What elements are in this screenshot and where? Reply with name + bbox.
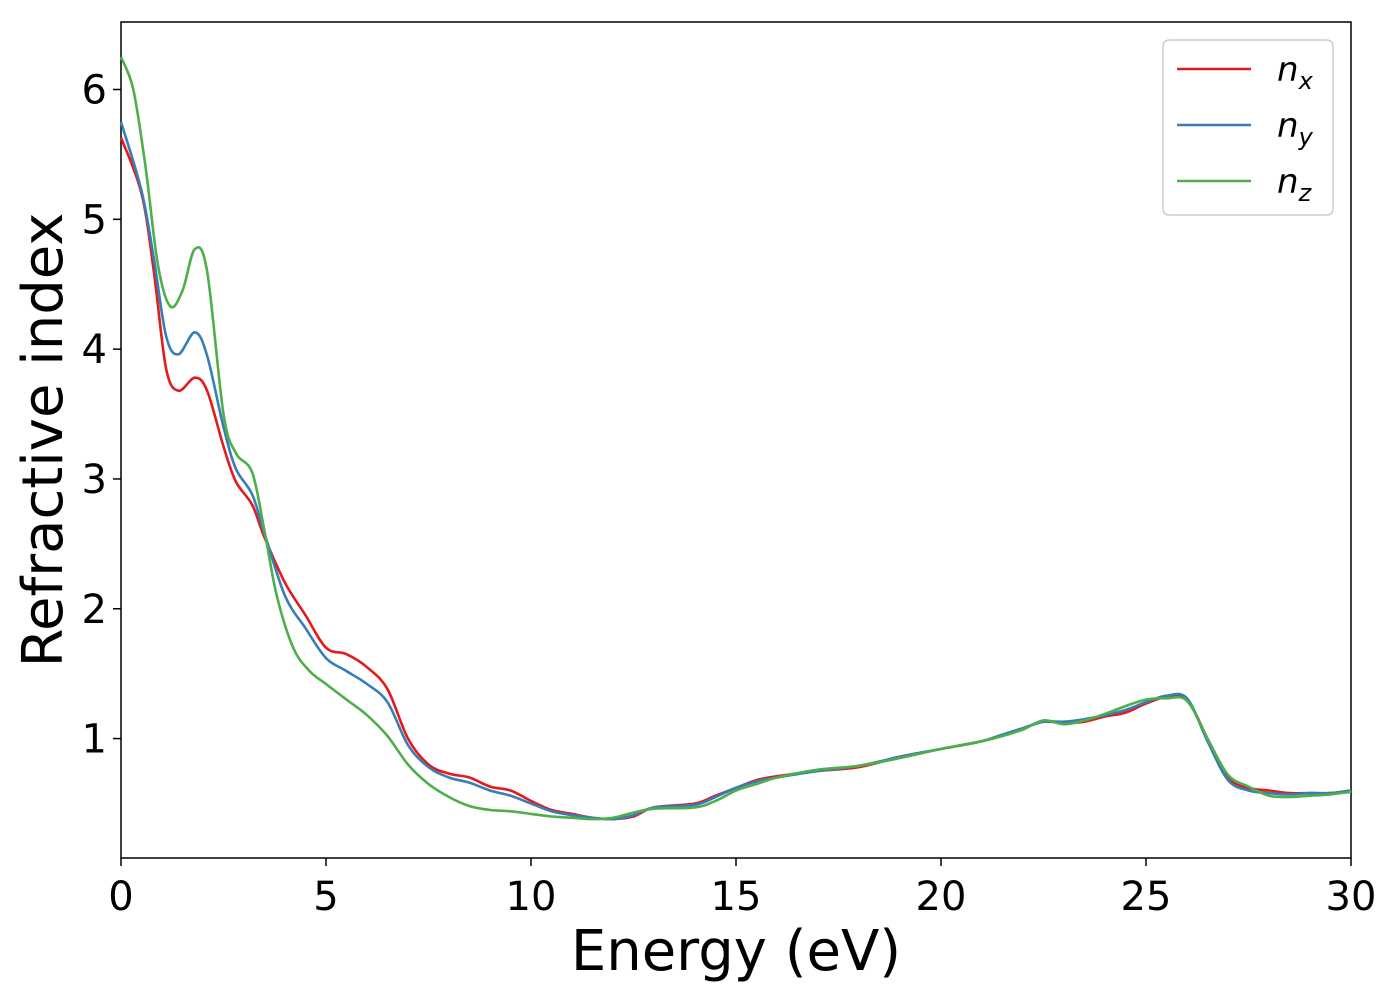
y-tick-label: 1 <box>82 717 107 763</box>
y-axis-ticks: 1 2 3 4 5 6 <box>82 68 121 763</box>
y-axis-label: Refractive index <box>11 213 76 668</box>
x-axis-label: Energy (eV) <box>571 919 901 984</box>
x-tick-label: 10 <box>506 874 557 920</box>
x-tick-label: 30 <box>1326 874 1377 920</box>
plot-area: 0 5 10 15 20 25 30 1 2 3 4 5 6 <box>82 21 1376 920</box>
x-tick-label: 20 <box>916 874 967 920</box>
x-tick-label: 5 <box>313 874 338 920</box>
legend-label-nz: nz <box>1277 162 1313 207</box>
y-tick-label: 3 <box>82 457 107 503</box>
legend-box <box>1162 39 1334 216</box>
y-tick-label: 2 <box>82 587 107 633</box>
y-tick-label: 4 <box>82 327 107 373</box>
series-layer <box>119 56 1352 821</box>
y-tick-label: 5 <box>82 197 107 243</box>
legend-label-ny: ny <box>1277 106 1314 151</box>
legend: nx ny nz <box>1162 39 1334 216</box>
legend-label-nx: nx <box>1277 50 1314 95</box>
series-line-nz <box>119 56 1352 821</box>
x-tick-label: 0 <box>108 874 133 920</box>
x-tick-label: 25 <box>1121 874 1172 920</box>
y-tick-label: 6 <box>82 68 107 114</box>
series-line-ny <box>119 121 1352 821</box>
x-tick-label: 15 <box>711 874 762 920</box>
series-line-nx <box>119 137 1352 821</box>
x-axis-ticks: 0 5 10 15 20 25 30 <box>108 858 1376 920</box>
